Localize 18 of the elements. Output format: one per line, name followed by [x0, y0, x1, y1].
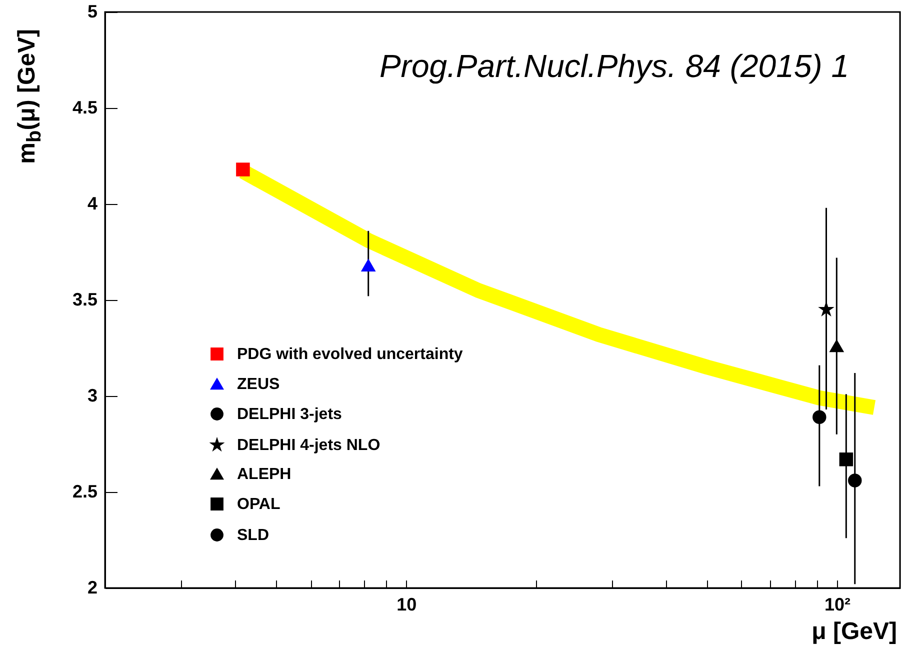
legend-label: DELPHI 3-jets — [237, 406, 342, 423]
legend-label: PDG with evolved uncertainty — [237, 346, 463, 363]
x-tick-label: 10 — [396, 594, 417, 614]
y-tick-label: 4 — [87, 194, 98, 214]
y-tick-label: 2 — [87, 578, 98, 598]
annotation: Prog.Part.Nucl.Phys. 84 (2015) 1 — [379, 48, 849, 85]
x-tick-label: 10² — [824, 594, 851, 614]
legend-label: DELPHI 4-jets NLO — [237, 437, 380, 454]
legend-label: ZEUS — [237, 376, 280, 393]
y-tick-label: 5 — [87, 2, 98, 22]
legend-label: OPAL — [237, 496, 280, 513]
y-tick-label: 4.5 — [72, 98, 98, 118]
y-tick-label: 2.5 — [72, 482, 98, 502]
x-axis-title: μ [GeV] — [812, 618, 897, 646]
legend-label: SLD — [237, 527, 269, 544]
y-tick-label: 3 — [87, 386, 98, 406]
y-tick-label: 3.5 — [72, 290, 98, 310]
legend-label: ALEPH — [237, 466, 292, 483]
